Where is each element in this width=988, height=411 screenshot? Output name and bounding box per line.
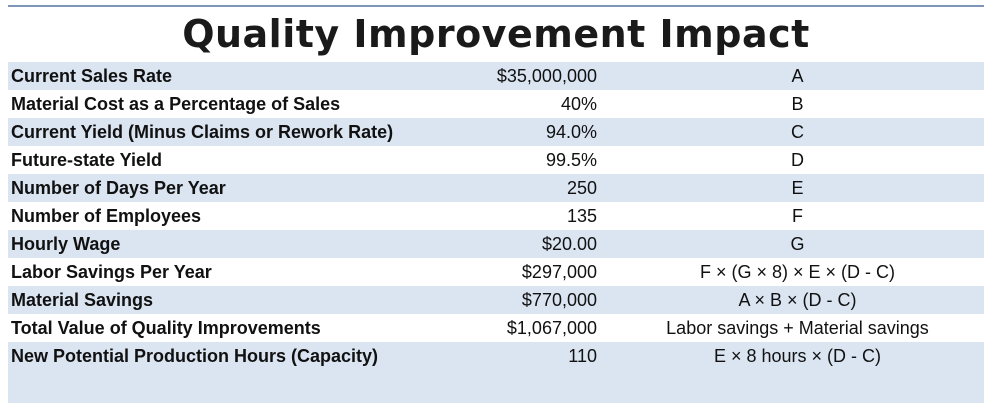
table-row: Current Sales Rate $35,000,000 A — [8, 62, 984, 90]
row-formula: E × 8 hours × (D - C) — [713, 345, 882, 366]
row-value: 99.5% — [545, 149, 597, 170]
row-value: 250 — [566, 177, 597, 198]
row-formula: D — [791, 149, 804, 170]
row-formula: B — [791, 93, 804, 114]
row-label: Total Value of Quality Improvements — [11, 317, 321, 338]
table-row: Future-state Yield 99.5% D — [8, 146, 984, 174]
row-label: Labor Savings Per Year — [11, 261, 212, 282]
row-value: $770,000 — [521, 289, 597, 310]
table-row: Labor Savings Per Year $297,000 F × (G ×… — [8, 258, 984, 286]
row-label: Current Sales Rate — [11, 65, 173, 86]
row-label: New Potential Production Hours (Capacity… — [11, 345, 379, 366]
table-row: Number of Days Per Year 250 E — [8, 174, 984, 202]
row-value: $35,000,000 — [496, 65, 597, 86]
table-footer — [8, 370, 984, 403]
table-row: Hourly Wage $20.00 G — [8, 230, 984, 258]
table-row: New Potential Production Hours (Capacity… — [8, 342, 984, 370]
row-value: $1,067,000 — [506, 317, 597, 338]
row-formula: E — [791, 177, 804, 198]
table-row: Number of Employees 135 F — [8, 202, 984, 230]
row-label: Current Yield (Minus Claims or Rework Ra… — [11, 121, 394, 142]
row-label: Material Savings — [11, 289, 154, 310]
row-label: Future-state Yield — [11, 149, 163, 170]
table-row: Material Cost as a Percentage of Sales 4… — [8, 90, 984, 118]
row-label: Hourly Wage — [11, 233, 121, 254]
row-label: Material Cost as a Percentage of Sales — [11, 93, 341, 114]
row-value: $20.00 — [541, 233, 597, 254]
row-label: Number of Employees — [11, 205, 202, 226]
row-label: Number of Days Per Year — [11, 177, 226, 198]
row-value: $297,000 — [521, 261, 597, 282]
row-formula: A — [791, 65, 804, 86]
row-formula: F × (G × 8) × E × (D - C) — [699, 261, 896, 282]
row-formula: A × B × (D - C) — [738, 289, 857, 310]
table-body: Current Sales Rate $35,000,000 A Materia… — [8, 62, 984, 403]
row-formula: C — [791, 121, 804, 142]
row-value: 135 — [566, 205, 597, 226]
row-value: 94.0% — [545, 121, 597, 142]
impact-table: Quality Improvement Impact Current Sales… — [8, 5, 984, 403]
table-row: Current Yield (Minus Claims or Rework Ra… — [8, 118, 984, 146]
page-title: Quality Improvement Impact — [182, 12, 810, 56]
row-formula: F — [792, 205, 803, 226]
row-value: 40% — [560, 93, 597, 114]
table-row: Material Savings $770,000 A × B × (D - C… — [8, 286, 984, 314]
row-formula: G — [790, 233, 805, 254]
table-row: Total Value of Quality Improvements $1,0… — [8, 314, 984, 342]
row-formula: Labor savings + Material savings — [666, 317, 929, 338]
row-value: 110 — [568, 345, 597, 366]
